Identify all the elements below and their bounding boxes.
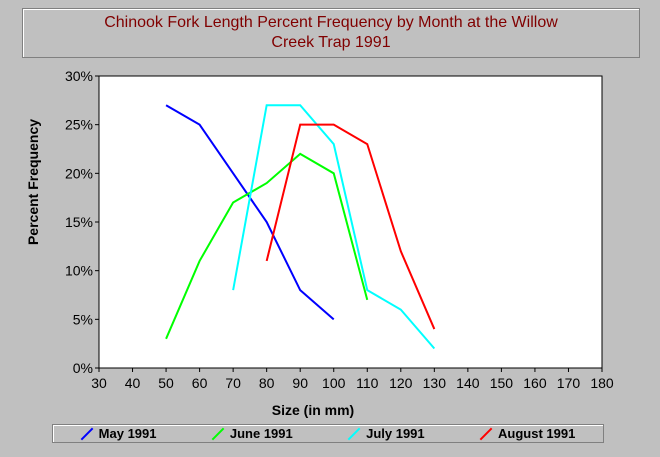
x-tick-label: 60 — [192, 375, 208, 391]
x-tick-label: 140 — [456, 375, 480, 391]
legend-swatch-icon — [212, 428, 224, 440]
x-tick-label: 110 — [356, 375, 379, 391]
y-tick-label: 30% — [65, 68, 93, 84]
legend-label: July 1991 — [366, 426, 425, 441]
x-tick-label: 70 — [225, 375, 241, 391]
x-tick-label: 90 — [292, 375, 308, 391]
legend-swatch-icon — [480, 428, 492, 440]
x-tick-label: 170 — [557, 375, 581, 391]
series-line-2 — [165, 152, 369, 340]
x-axis: 30 40 50 60 70 80 90 100 110 120 130 140 150 160 170 18… — [91, 368, 614, 391]
y-axis-title: Percent Frequency — [25, 119, 41, 245]
y-tick-label: 15% — [65, 214, 93, 230]
x-tick-label: 120 — [389, 375, 413, 391]
legend-label: August 1991 — [498, 426, 576, 441]
chart-title-line-1: Chinook Fork Length Percent Frequency by… — [104, 14, 558, 31]
y-tick-label: 5% — [73, 311, 93, 327]
legend: May 1991 June 1991 July 1991 August 1991 — [52, 424, 604, 443]
x-tick-label: 160 — [523, 375, 547, 391]
legend-item-2: June 1991 — [212, 426, 293, 441]
legend-label: May 1991 — [98, 426, 157, 441]
chart-title-line-2: Creek Trap 1991 — [271, 34, 391, 51]
chart-title: Chinook Fork Length Percent Frequency by… — [22, 8, 640, 58]
x-tick-label: 80 — [259, 375, 275, 391]
x-tick-label: 150 — [490, 375, 514, 391]
legend-swatch-icon — [348, 428, 360, 440]
x-tick-label: 180 — [590, 375, 614, 391]
legend-item-1: May 1991 — [81, 426, 157, 441]
legend-item-3: July 1991 — [348, 426, 425, 441]
x-tick-label: 100 — [322, 375, 346, 391]
series-line-3 — [232, 104, 436, 350]
x-tick-label: 40 — [125, 375, 141, 391]
x-axis-title: Size (in mm) — [272, 402, 354, 418]
legend-item-4: August 1991 — [480, 426, 575, 441]
y-tick-label: 20% — [65, 165, 93, 181]
x-tick-label: 130 — [423, 375, 447, 391]
y-tick-label: 25% — [65, 117, 93, 133]
series-layer — [165, 104, 436, 350]
legend-label: June 1991 — [229, 426, 293, 441]
plot-area — [98, 75, 603, 369]
x-tick-label: 30 — [91, 375, 107, 391]
legend-swatch-icon — [81, 428, 93, 440]
x-tick-label: 50 — [158, 375, 174, 391]
y-tick-label: 10% — [65, 263, 93, 279]
series-line-4 — [265, 123, 436, 330]
y-axis: 0% 5% 10% 15% 20% 25% 30% — [65, 68, 99, 376]
y-tick-label: 0% — [73, 360, 93, 376]
